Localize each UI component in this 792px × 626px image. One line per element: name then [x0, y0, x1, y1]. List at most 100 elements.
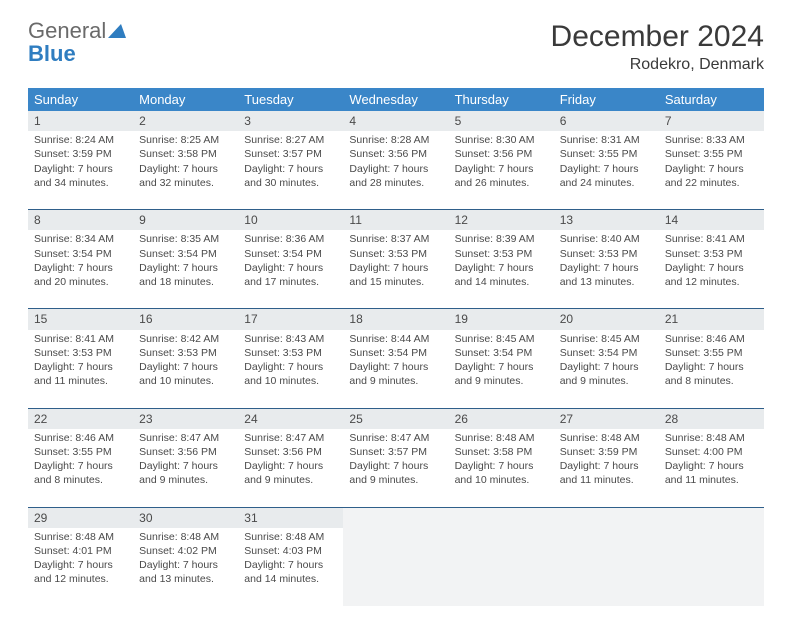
sunrise-line: Sunrise: 8:44 AM: [349, 332, 442, 346]
day-number-cell: 30: [133, 507, 238, 528]
day-cell: Sunrise: 8:36 AMSunset: 3:54 PMDaylight:…: [238, 230, 343, 309]
sunrise-line: Sunrise: 8:48 AM: [139, 530, 232, 544]
day-number-cell: 27: [554, 408, 659, 429]
sunrise-line: Sunrise: 8:45 AM: [455, 332, 548, 346]
sunset-line: Sunset: 3:56 PM: [455, 147, 548, 161]
daylight-line: Daylight: 7 hours and 17 minutes.: [244, 261, 337, 289]
day-cell: Sunrise: 8:48 AMSunset: 4:03 PMDaylight:…: [238, 528, 343, 606]
day-cell: Sunrise: 8:30 AMSunset: 3:56 PMDaylight:…: [449, 131, 554, 210]
day-cell: Sunrise: 8:27 AMSunset: 3:57 PMDaylight:…: [238, 131, 343, 210]
sunset-line: Sunset: 3:59 PM: [560, 445, 653, 459]
day-number-cell: [554, 507, 659, 528]
sunset-line: Sunset: 3:54 PM: [455, 346, 548, 360]
logo: General Blue: [28, 20, 126, 66]
sunset-line: Sunset: 3:59 PM: [34, 147, 127, 161]
sunrise-line: Sunrise: 8:46 AM: [665, 332, 758, 346]
day-cell: Sunrise: 8:34 AMSunset: 3:54 PMDaylight:…: [28, 230, 133, 309]
title-block: December 2024 Rodekro, Denmark: [551, 20, 764, 74]
day-number-cell: 9: [133, 210, 238, 231]
sunrise-line: Sunrise: 8:35 AM: [139, 232, 232, 246]
sunset-line: Sunset: 3:54 PM: [244, 247, 337, 261]
day-cell: Sunrise: 8:31 AMSunset: 3:55 PMDaylight:…: [554, 131, 659, 210]
sunrise-line: Sunrise: 8:45 AM: [560, 332, 653, 346]
daylight-line: Daylight: 7 hours and 8 minutes.: [665, 360, 758, 388]
sunrise-line: Sunrise: 8:41 AM: [34, 332, 127, 346]
day-cell: Sunrise: 8:46 AMSunset: 3:55 PMDaylight:…: [659, 330, 764, 409]
daylight-line: Daylight: 7 hours and 9 minutes.: [139, 459, 232, 487]
day-cell: Sunrise: 8:40 AMSunset: 3:53 PMDaylight:…: [554, 230, 659, 309]
sunrise-line: Sunrise: 8:36 AM: [244, 232, 337, 246]
sunset-line: Sunset: 4:01 PM: [34, 544, 127, 558]
day-cell: Sunrise: 8:48 AMSunset: 3:58 PMDaylight:…: [449, 429, 554, 508]
sunset-line: Sunset: 3:53 PM: [665, 247, 758, 261]
day-cell: Sunrise: 8:48 AMSunset: 4:02 PMDaylight:…: [133, 528, 238, 606]
day-number-cell: 25: [343, 408, 448, 429]
day-number-cell: 14: [659, 210, 764, 231]
sunrise-line: Sunrise: 8:34 AM: [34, 232, 127, 246]
day-number-cell: 26: [449, 408, 554, 429]
day-number-cell: 17: [238, 309, 343, 330]
daylight-line: Daylight: 7 hours and 11 minutes.: [34, 360, 127, 388]
sunrise-line: Sunrise: 8:48 AM: [244, 530, 337, 544]
sunset-line: Sunset: 3:53 PM: [34, 346, 127, 360]
sunrise-line: Sunrise: 8:47 AM: [244, 431, 337, 445]
daylight-line: Daylight: 7 hours and 13 minutes.: [139, 558, 232, 586]
day-cell: Sunrise: 8:44 AMSunset: 3:54 PMDaylight:…: [343, 330, 448, 409]
daylight-line: Daylight: 7 hours and 14 minutes.: [244, 558, 337, 586]
day-number-cell: 5: [449, 111, 554, 131]
day-number-cell: 8: [28, 210, 133, 231]
logo-text: General Blue: [28, 20, 126, 66]
page-title: December 2024: [551, 20, 764, 54]
day-cell: Sunrise: 8:46 AMSunset: 3:55 PMDaylight:…: [28, 429, 133, 508]
day-number-cell: 31: [238, 507, 343, 528]
sunrise-line: Sunrise: 8:28 AM: [349, 133, 442, 147]
day-number-cell: 23: [133, 408, 238, 429]
day-number-cell: 7: [659, 111, 764, 131]
day-header: Sunday: [28, 88, 133, 111]
day-cell: [554, 528, 659, 606]
daylight-line: Daylight: 7 hours and 15 minutes.: [349, 261, 442, 289]
day-number-cell: 13: [554, 210, 659, 231]
daylight-line: Daylight: 7 hours and 10 minutes.: [455, 459, 548, 487]
daylight-line: Daylight: 7 hours and 12 minutes.: [665, 261, 758, 289]
sunset-line: Sunset: 3:55 PM: [665, 346, 758, 360]
day-number-cell: 21: [659, 309, 764, 330]
logo-general: General: [28, 18, 106, 43]
day-number-cell: 6: [554, 111, 659, 131]
sunrise-line: Sunrise: 8:31 AM: [560, 133, 653, 147]
sunrise-line: Sunrise: 8:24 AM: [34, 133, 127, 147]
day-number-cell: 1: [28, 111, 133, 131]
day-header: Thursday: [449, 88, 554, 111]
day-number-cell: 16: [133, 309, 238, 330]
day-header: Tuesday: [238, 88, 343, 111]
calendar-table: SundayMondayTuesdayWednesdayThursdayFrid…: [28, 88, 764, 606]
day-cell: Sunrise: 8:41 AMSunset: 3:53 PMDaylight:…: [28, 330, 133, 409]
day-cell: Sunrise: 8:42 AMSunset: 3:53 PMDaylight:…: [133, 330, 238, 409]
calendar-header: SundayMondayTuesdayWednesdayThursdayFrid…: [28, 88, 764, 111]
day-cell: [449, 528, 554, 606]
day-cell: Sunrise: 8:28 AMSunset: 3:56 PMDaylight:…: [343, 131, 448, 210]
day-cell: Sunrise: 8:47 AMSunset: 3:56 PMDaylight:…: [238, 429, 343, 508]
day-cell: Sunrise: 8:24 AMSunset: 3:59 PMDaylight:…: [28, 131, 133, 210]
sunrise-line: Sunrise: 8:48 AM: [34, 530, 127, 544]
sunrise-line: Sunrise: 8:48 AM: [455, 431, 548, 445]
daylight-line: Daylight: 7 hours and 30 minutes.: [244, 162, 337, 190]
sunrise-line: Sunrise: 8:30 AM: [455, 133, 548, 147]
sunset-line: Sunset: 3:53 PM: [244, 346, 337, 360]
day-cell: Sunrise: 8:48 AMSunset: 4:01 PMDaylight:…: [28, 528, 133, 606]
sunset-line: Sunset: 4:00 PM: [665, 445, 758, 459]
daylight-line: Daylight: 7 hours and 11 minutes.: [560, 459, 653, 487]
day-number-cell: 24: [238, 408, 343, 429]
daylight-line: Daylight: 7 hours and 24 minutes.: [560, 162, 653, 190]
sunrise-line: Sunrise: 8:48 AM: [560, 431, 653, 445]
day-number-cell: 15: [28, 309, 133, 330]
sunrise-line: Sunrise: 8:42 AM: [139, 332, 232, 346]
day-cell: Sunrise: 8:25 AMSunset: 3:58 PMDaylight:…: [133, 131, 238, 210]
day-number-cell: 2: [133, 111, 238, 131]
sunrise-line: Sunrise: 8:33 AM: [665, 133, 758, 147]
sunset-line: Sunset: 4:02 PM: [139, 544, 232, 558]
day-number-cell: [449, 507, 554, 528]
day-number-cell: 10: [238, 210, 343, 231]
sunset-line: Sunset: 3:58 PM: [139, 147, 232, 161]
day-cell: Sunrise: 8:35 AMSunset: 3:54 PMDaylight:…: [133, 230, 238, 309]
